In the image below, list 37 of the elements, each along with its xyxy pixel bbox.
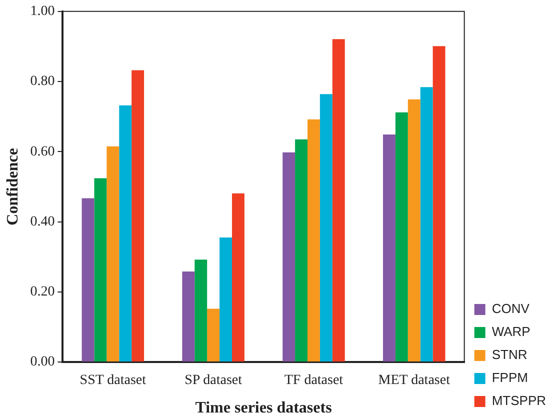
- bar: [383, 134, 396, 362]
- bar: [94, 178, 107, 362]
- y-tick-label: 0.60: [30, 144, 55, 160]
- bar: [220, 238, 232, 362]
- bar: [307, 119, 320, 362]
- bar: [106, 146, 120, 362]
- bar: [132, 70, 144, 362]
- bar: [332, 39, 345, 362]
- x-axis-title: Time series datasets: [195, 400, 332, 417]
- x-tick-label: SP dataset: [184, 373, 242, 388]
- legend-label: FPPM: [492, 370, 528, 386]
- legend-label: WARP: [492, 324, 530, 340]
- bar: [194, 260, 208, 362]
- y-tick-label: 1.00: [30, 4, 55, 20]
- bar: [82, 198, 94, 362]
- y-tick-label: 0.40: [30, 214, 55, 230]
- legend-label: CONV: [492, 301, 530, 316]
- bar: [408, 99, 420, 362]
- bar: [320, 94, 332, 362]
- y-axis-title: Confidence: [4, 148, 22, 226]
- y-tick-label: 0.80: [30, 74, 55, 90]
- bar: [432, 46, 446, 362]
- bar: [232, 193, 244, 362]
- bar: [207, 308, 220, 362]
- bar: [420, 87, 433, 362]
- legend-label: MTSPPR: [492, 393, 546, 408]
- bar: [119, 105, 132, 362]
- y-tick-label: 0.00: [30, 354, 55, 370]
- y-tick-label: 0.20: [30, 284, 55, 300]
- x-tick-label: SST dataset: [80, 373, 146, 388]
- bar: [395, 112, 408, 362]
- bar: [282, 152, 296, 362]
- legend-label: STNR: [492, 347, 528, 362]
- x-tick-label: TF dataset: [284, 373, 344, 388]
- bar: [295, 139, 308, 362]
- bar: [182, 272, 195, 362]
- x-tick-label: MET dataset: [378, 373, 450, 388]
